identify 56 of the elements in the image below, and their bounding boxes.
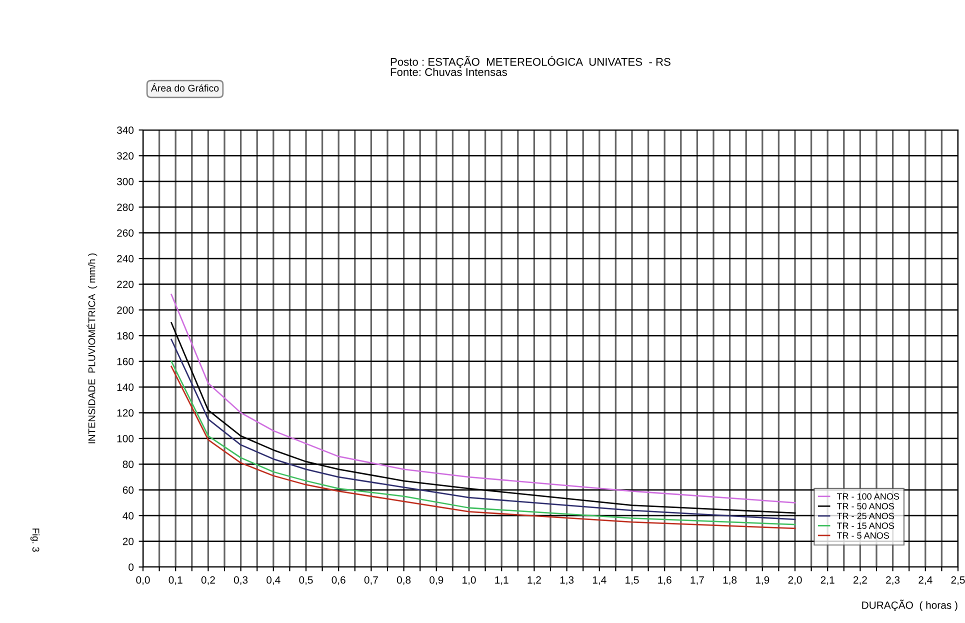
x-tick-label: 1,1	[495, 576, 508, 585]
x-tick-label: 1,9	[756, 576, 770, 585]
chart-title: Posto : ESTAÇÃO METEREOLÓGICA UNIVATES - RS	[390, 56, 670, 68]
x-tick-label: 1,8	[723, 576, 737, 585]
x-tick-label: 2,1	[820, 576, 834, 585]
x-tick-label: 2,5	[951, 576, 965, 585]
x-tick-label: 0,7	[364, 576, 378, 585]
y-tick-label: 340	[116, 126, 134, 134]
legend-label: TR - 50 ANOS	[836, 503, 894, 510]
y-tick-label: 20	[122, 538, 134, 546]
x-tick-label: 2,3	[886, 576, 900, 585]
legend-label: TR - 15 ANOS	[836, 522, 894, 529]
x-tick-label: 1,0	[462, 576, 476, 585]
x-tick-label: 1,6	[658, 576, 672, 585]
x-tick-label: 1,3	[560, 576, 574, 585]
chart-subtitle: Fonte: Chuvas Intensas	[390, 68, 507, 76]
y-tick-label: 80	[122, 460, 134, 468]
x-tick-label: 0,6	[332, 576, 346, 585]
y-tick-label: 300	[116, 178, 134, 186]
x-tick-label: 1,5	[626, 576, 639, 585]
legend-label: TR - 25 ANOS	[836, 512, 894, 520]
y-tick-label: 180	[117, 332, 134, 340]
x-tick-label: 0,9	[430, 576, 444, 585]
x-tick-label: 2,4	[918, 576, 932, 585]
x-tick-label: 1,2	[528, 576, 541, 585]
x-tick-label: 0,0	[136, 576, 150, 585]
x-tick-label: 0,4	[266, 576, 280, 585]
x-tick-label: 1,7	[690, 576, 704, 585]
y-tick-label: 60	[122, 486, 134, 494]
y-tick-label: 220	[117, 280, 134, 288]
y-tick-label: 260	[117, 229, 134, 237]
y-tick-label: 320	[116, 152, 134, 160]
y-tick-label: 280	[117, 204, 134, 211]
x-tick-label: 0,1	[168, 576, 182, 585]
line-series	[170, 294, 796, 504]
x-tick-label: 0,8	[396, 576, 411, 585]
x-tick-label: 2,2	[853, 576, 867, 585]
x-tick-label: 0,2	[201, 576, 215, 585]
x-tick-label: 0,3	[234, 576, 248, 585]
y-tick-label: 200	[117, 306, 134, 314]
text: Área do Gráfico	[150, 83, 219, 92]
y-tick-label: 120	[117, 409, 134, 417]
x-axis-title: DURAÇÃO ( horas )	[862, 600, 958, 611]
legend-label: TR - 100 ANOS	[836, 493, 900, 500]
y-axis-title: INTENSIDADE PLUVIOMÉTRICA ( mm/h )	[86, 253, 98, 444]
legend-label: TR - 5 ANOS	[836, 532, 890, 539]
y-tick-label: 0	[128, 564, 134, 571]
x-tick-label: 0,5	[299, 576, 313, 585]
y-tick-label: 140	[117, 384, 134, 391]
x-tick-label: 1,4	[592, 576, 606, 585]
y-tick-label: 100	[117, 434, 134, 442]
y-tick-label: 240	[117, 255, 134, 262]
x-tick-label: 2,0	[788, 576, 802, 585]
y-tick-label: 160	[117, 358, 134, 366]
y-tick-label: 40	[122, 512, 134, 520]
caption: Fig. 3	[30, 528, 40, 552]
